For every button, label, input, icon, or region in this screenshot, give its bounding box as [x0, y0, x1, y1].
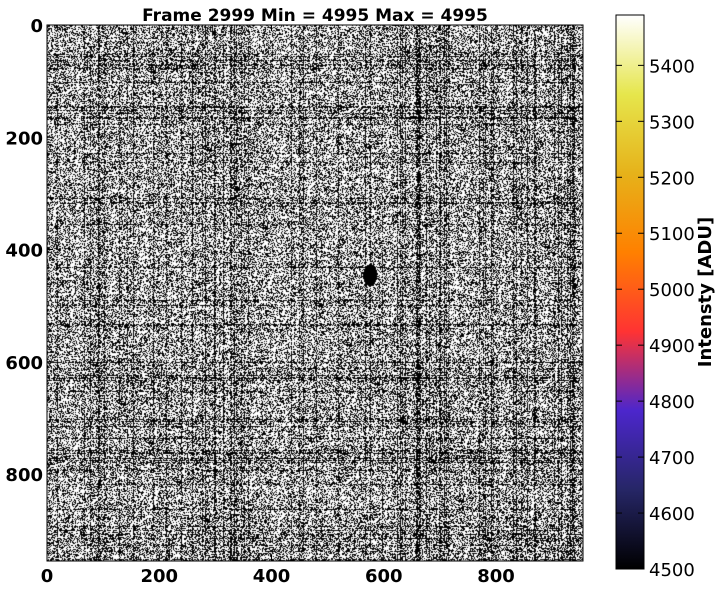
y-tick-label: 200 [5, 128, 43, 149]
colorbar-label: Intensty [ADU] [695, 217, 716, 367]
plot-frame [46, 24, 584, 562]
colorbar-ticks: 4500 4600 4700 4800 4900 5000 5100 5200 5300 5400 [616, 56, 695, 581]
colorbar-tick-label: 4800 [649, 392, 695, 413]
y-tick-label: 0 [30, 16, 43, 37]
colorbar-tick-label: 5100 [649, 224, 695, 245]
colorbar-tick-label: 4700 [649, 448, 695, 469]
colorbar-tick-label: 4900 [649, 336, 695, 357]
heatmap-image [47, 25, 583, 561]
colorbar-tick-label: 5300 [649, 112, 695, 133]
x-tick-label: 200 [140, 566, 178, 587]
y-tick-label: 600 [5, 353, 43, 374]
colorbar [615, 14, 645, 570]
colorbar-tick-label: 5200 [649, 168, 695, 189]
x-axis: 0 200 400 600 800 [41, 25, 515, 587]
x-tick-label: 0 [41, 566, 54, 587]
colorbar-tick-label: 4600 [649, 504, 695, 525]
y-tick-label: 400 [5, 241, 43, 262]
heatmap-image-holder [47, 25, 583, 561]
y-axis: 0 200 400 600 800 [5, 16, 583, 486]
y-tick-label: 800 [5, 465, 43, 486]
colorbar-tick-label: 4500 [649, 560, 695, 581]
colorbar-tick-label: 5000 [649, 280, 695, 301]
colorbar-tick-label: 5400 [649, 56, 695, 77]
x-tick-label: 600 [365, 566, 403, 587]
chart-title: Frame 2999 Min = 4995 Max = 4995 [142, 6, 488, 26]
x-tick-label: 800 [477, 566, 515, 587]
x-tick-label: 400 [253, 566, 291, 587]
